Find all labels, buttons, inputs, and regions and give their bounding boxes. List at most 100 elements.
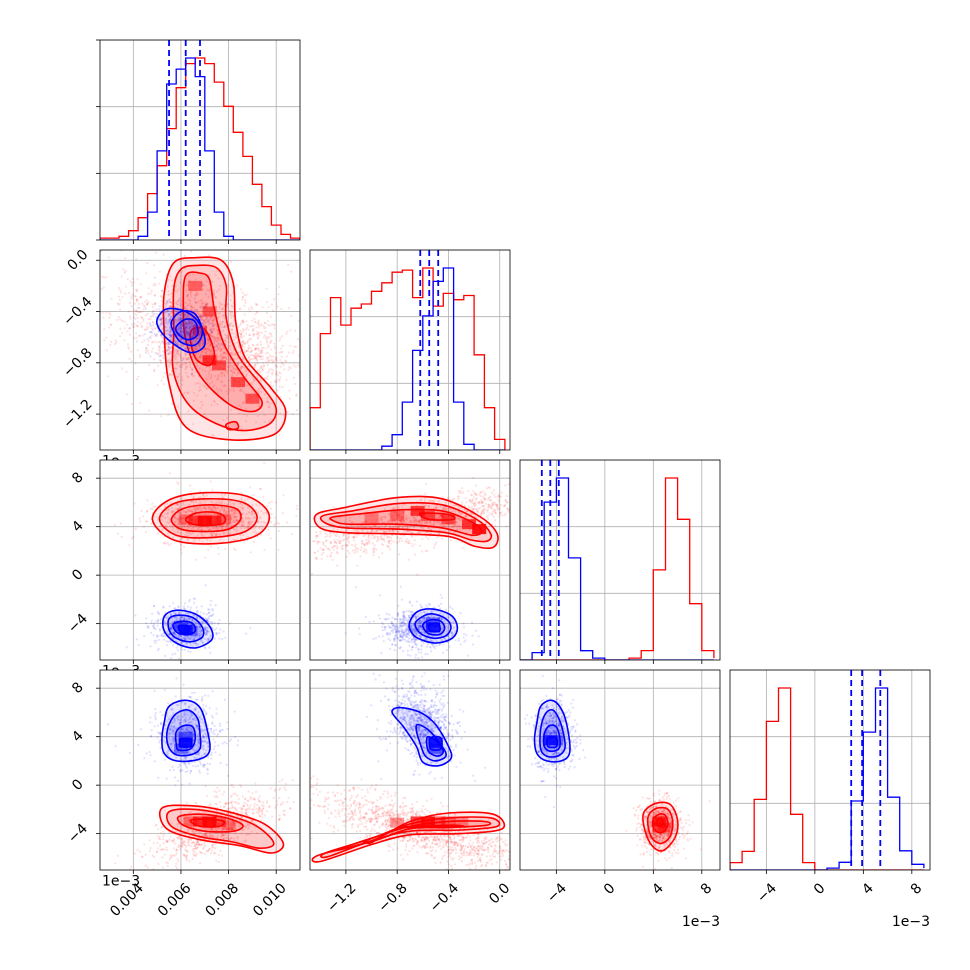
scatter-point — [122, 268, 125, 271]
scatter-point — [208, 318, 211, 321]
scatter-point — [197, 300, 200, 303]
scatter-point — [195, 338, 198, 341]
scatter-point — [288, 365, 291, 368]
scatter-point — [159, 317, 163, 320]
scatter-point — [229, 324, 232, 327]
scatter-point — [294, 329, 297, 332]
scatter-point — [159, 323, 162, 326]
scatter-point — [213, 336, 216, 339]
scatter-point — [186, 324, 189, 327]
scatter-point — [134, 308, 137, 312]
scatter-point — [247, 347, 250, 350]
scatter-point — [125, 323, 129, 326]
scatter-point — [202, 319, 206, 322]
scatter-point — [201, 319, 205, 322]
scatter-point — [159, 342, 162, 345]
scatter-point — [245, 326, 248, 329]
scatter-point — [170, 311, 173, 314]
scatter-point — [179, 330, 182, 333]
scatter-point — [190, 334, 194, 337]
scatter-point — [487, 517, 490, 521]
scatter-point — [291, 351, 294, 355]
scatter-point — [496, 509, 499, 512]
scatter-point — [230, 260, 233, 263]
scatter-point — [247, 339, 250, 342]
scatter-point — [258, 324, 261, 327]
scatter-point — [191, 368, 194, 371]
scatter-point — [262, 365, 265, 368]
scatter-point — [267, 356, 270, 359]
scatter-point — [221, 320, 224, 323]
scatter-point — [240, 320, 244, 323]
scatter-point — [129, 317, 132, 320]
scatter-point — [266, 397, 269, 400]
scatter-point — [167, 293, 170, 297]
scatter-point — [217, 622, 220, 625]
scatter-point — [186, 525, 189, 528]
scatter-point — [176, 335, 179, 338]
scatter-point — [144, 530, 147, 534]
scatter-point — [109, 323, 112, 326]
scatter-point — [186, 331, 189, 334]
scatter-point — [224, 352, 227, 355]
scatter-point — [194, 293, 197, 296]
scatter-point — [184, 322, 188, 326]
density-cell — [193, 325, 207, 336]
scatter-point — [151, 315, 154, 318]
scatter-point — [208, 341, 211, 344]
scatter-point — [232, 338, 236, 341]
scatter-point — [130, 323, 134, 326]
scatter-point — [165, 303, 168, 306]
scatter-point — [151, 309, 155, 312]
scatter-point — [183, 602, 187, 605]
scatter-point — [400, 539, 404, 543]
scatter-point — [278, 371, 281, 374]
scatter-point — [204, 322, 207, 325]
scatter-point — [163, 516, 166, 519]
scatter-point — [266, 364, 269, 367]
scatter-point — [105, 336, 108, 339]
scatter-point — [283, 368, 286, 371]
scatter-point — [180, 270, 184, 274]
scatter-point — [145, 325, 149, 328]
scatter-point — [235, 519, 238, 522]
scatter-point — [144, 314, 147, 317]
scatter-point — [511, 507, 513, 509]
scatter-point — [211, 336, 214, 339]
scatter-point — [177, 343, 180, 346]
scatter-point — [160, 295, 163, 298]
scatter-point — [304, 395, 306, 397]
scatter-point — [211, 335, 214, 338]
scatter-point — [188, 342, 191, 345]
scatter-point — [213, 337, 216, 340]
scatter-point — [217, 277, 220, 280]
scatter-point — [217, 337, 220, 341]
scatter-point — [183, 344, 186, 347]
scatter-point — [232, 371, 235, 374]
scatter-point — [310, 572, 314, 576]
scatter-point — [270, 500, 273, 503]
scatter-point — [268, 336, 271, 339]
scatter-point — [191, 373, 194, 376]
scatter-point — [153, 622, 156, 625]
scatter-point — [199, 315, 202, 318]
scatter-point — [182, 605, 186, 608]
scatter-point — [186, 330, 189, 333]
scatter-point — [176, 290, 179, 293]
scatter-point — [127, 291, 131, 294]
scatter-point — [183, 347, 187, 350]
scatter-point — [213, 345, 216, 349]
scatter-point — [244, 369, 247, 373]
scatter-point — [301, 558, 303, 560]
scatter-point — [167, 346, 170, 349]
scatter-point — [250, 325, 253, 328]
scatter-point — [176, 310, 179, 313]
scatter-point — [147, 326, 150, 329]
scatter-point — [246, 340, 249, 343]
scatter-point — [270, 513, 273, 516]
scatter-point — [267, 360, 270, 363]
scatter-point — [73, 275, 75, 277]
scatter-point — [287, 307, 291, 310]
scatter-point — [239, 350, 242, 353]
scatter-point — [210, 331, 213, 334]
